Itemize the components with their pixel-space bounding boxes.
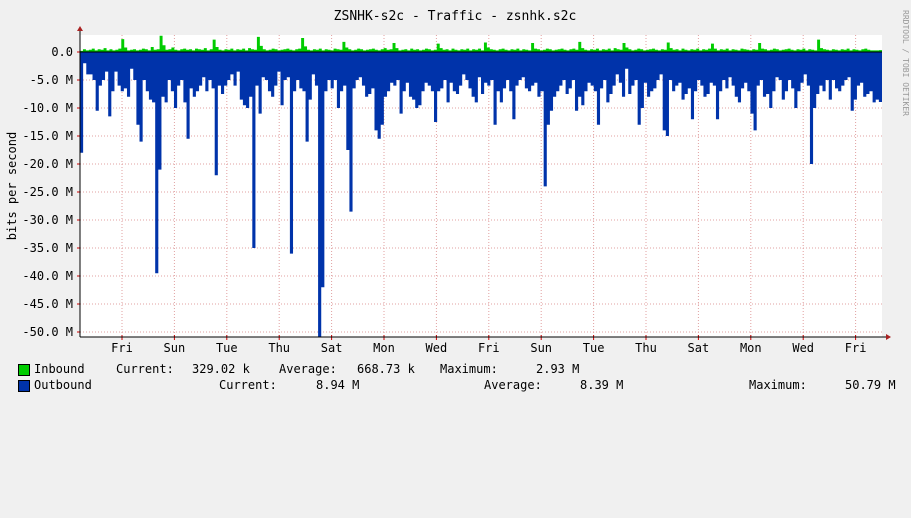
outbound-area [80,52,882,337]
y-tick-label: -25.0 M [22,185,73,199]
x-tick-label: Fri [111,341,133,355]
x-tick-label: Fri [845,341,867,355]
x-tick-label: Fri [478,341,500,355]
y-axis-label: bits per second [5,132,19,240]
outbound-maximum-label: Maximum: [749,378,807,392]
outbound-current: 8.94 M [316,378,360,392]
x-tick-label: Tue [216,341,238,355]
rrd-graph: 0.0 -5.0 M -10.0 M -15.0 M -20.0 M -25.0 M -30… [0,9,911,394]
inbound-average: 668.73 k [357,362,415,376]
y-tick-label: -15.0 M [22,129,73,143]
outbound-swatch [18,380,30,392]
x-tick-label: Sun [164,341,186,355]
x-tick-label: Sun [530,341,552,355]
y-tick-label: -20.0 M [22,157,73,171]
x-tick-label: Mon [740,341,762,355]
y-tick-label: 0.0 [51,45,73,59]
x-tick-label: Thu [635,341,657,355]
y-tick-label: -40.0 M [22,269,73,283]
watermark: RRDTOOL / TOBI OETIKER [901,10,910,116]
inbound-area [80,35,882,52]
y-tick-label: -50.0 M [22,325,73,339]
y-tick-label: -35.0 M [22,241,73,255]
x-tick-label: Sat [321,341,343,355]
legend-inbound: Inbound Current: 329.02 k Average: 668.7… [0,362,911,378]
outbound-average: 8.39 M [580,378,624,392]
inbound-average-label: Average: [279,362,337,376]
inbound-maximum: 2.93 M [536,362,580,376]
x-tick-label: Sat [688,341,710,355]
inbound-maximum-label: Maximum: [440,362,498,376]
grid [80,35,882,337]
x-tick-label: Wed [426,341,448,355]
legend-outbound: Outbound Current: 8.94 M Average: 8.39 M… [0,378,911,394]
inbound-name: Inbound [34,362,85,376]
inbound-swatch [18,364,30,376]
inbound-current: 329.02 k [192,362,250,376]
outbound-average-label: Average: [484,378,542,392]
y-axis-arrow [77,26,83,31]
traffic-chart: 0.0 -5.0 M -10.0 M -15.0 M -20.0 M -25.0 M -30… [5,9,910,355]
inbound-current-label: Current: [116,362,174,376]
y-tick-label: -10.0 M [22,101,73,115]
x-axis-arrow [886,334,891,340]
chart-title: ZSNHK-s2c - Traffic - zsnhk.s2c [334,9,577,24]
y-tick-labels: 0.0 -5.0 M -10.0 M -15.0 M -20.0 M -25.0 M -30… [22,45,73,339]
y-tick-label: -5.0 M [30,73,73,87]
y-tick-label: -45.0 M [22,297,73,311]
x-tick-label: Mon [373,341,395,355]
x-tick-label: Thu [268,341,290,355]
x-tick-label: Tue [583,341,605,355]
axes [77,26,891,340]
data-areas [80,35,882,337]
x-tick-labels: Fri Sun Tue Thu Sat Mon Wed Fri Sun Tue Thu Sat Mon W… [111,341,866,355]
x-tick-label: Wed [792,341,814,355]
outbound-maximum: 50.79 M [845,378,896,392]
outbound-current-label: Current: [219,378,277,392]
outbound-name: Outbound [34,378,92,392]
y-tick-label: -30.0 M [22,213,73,227]
